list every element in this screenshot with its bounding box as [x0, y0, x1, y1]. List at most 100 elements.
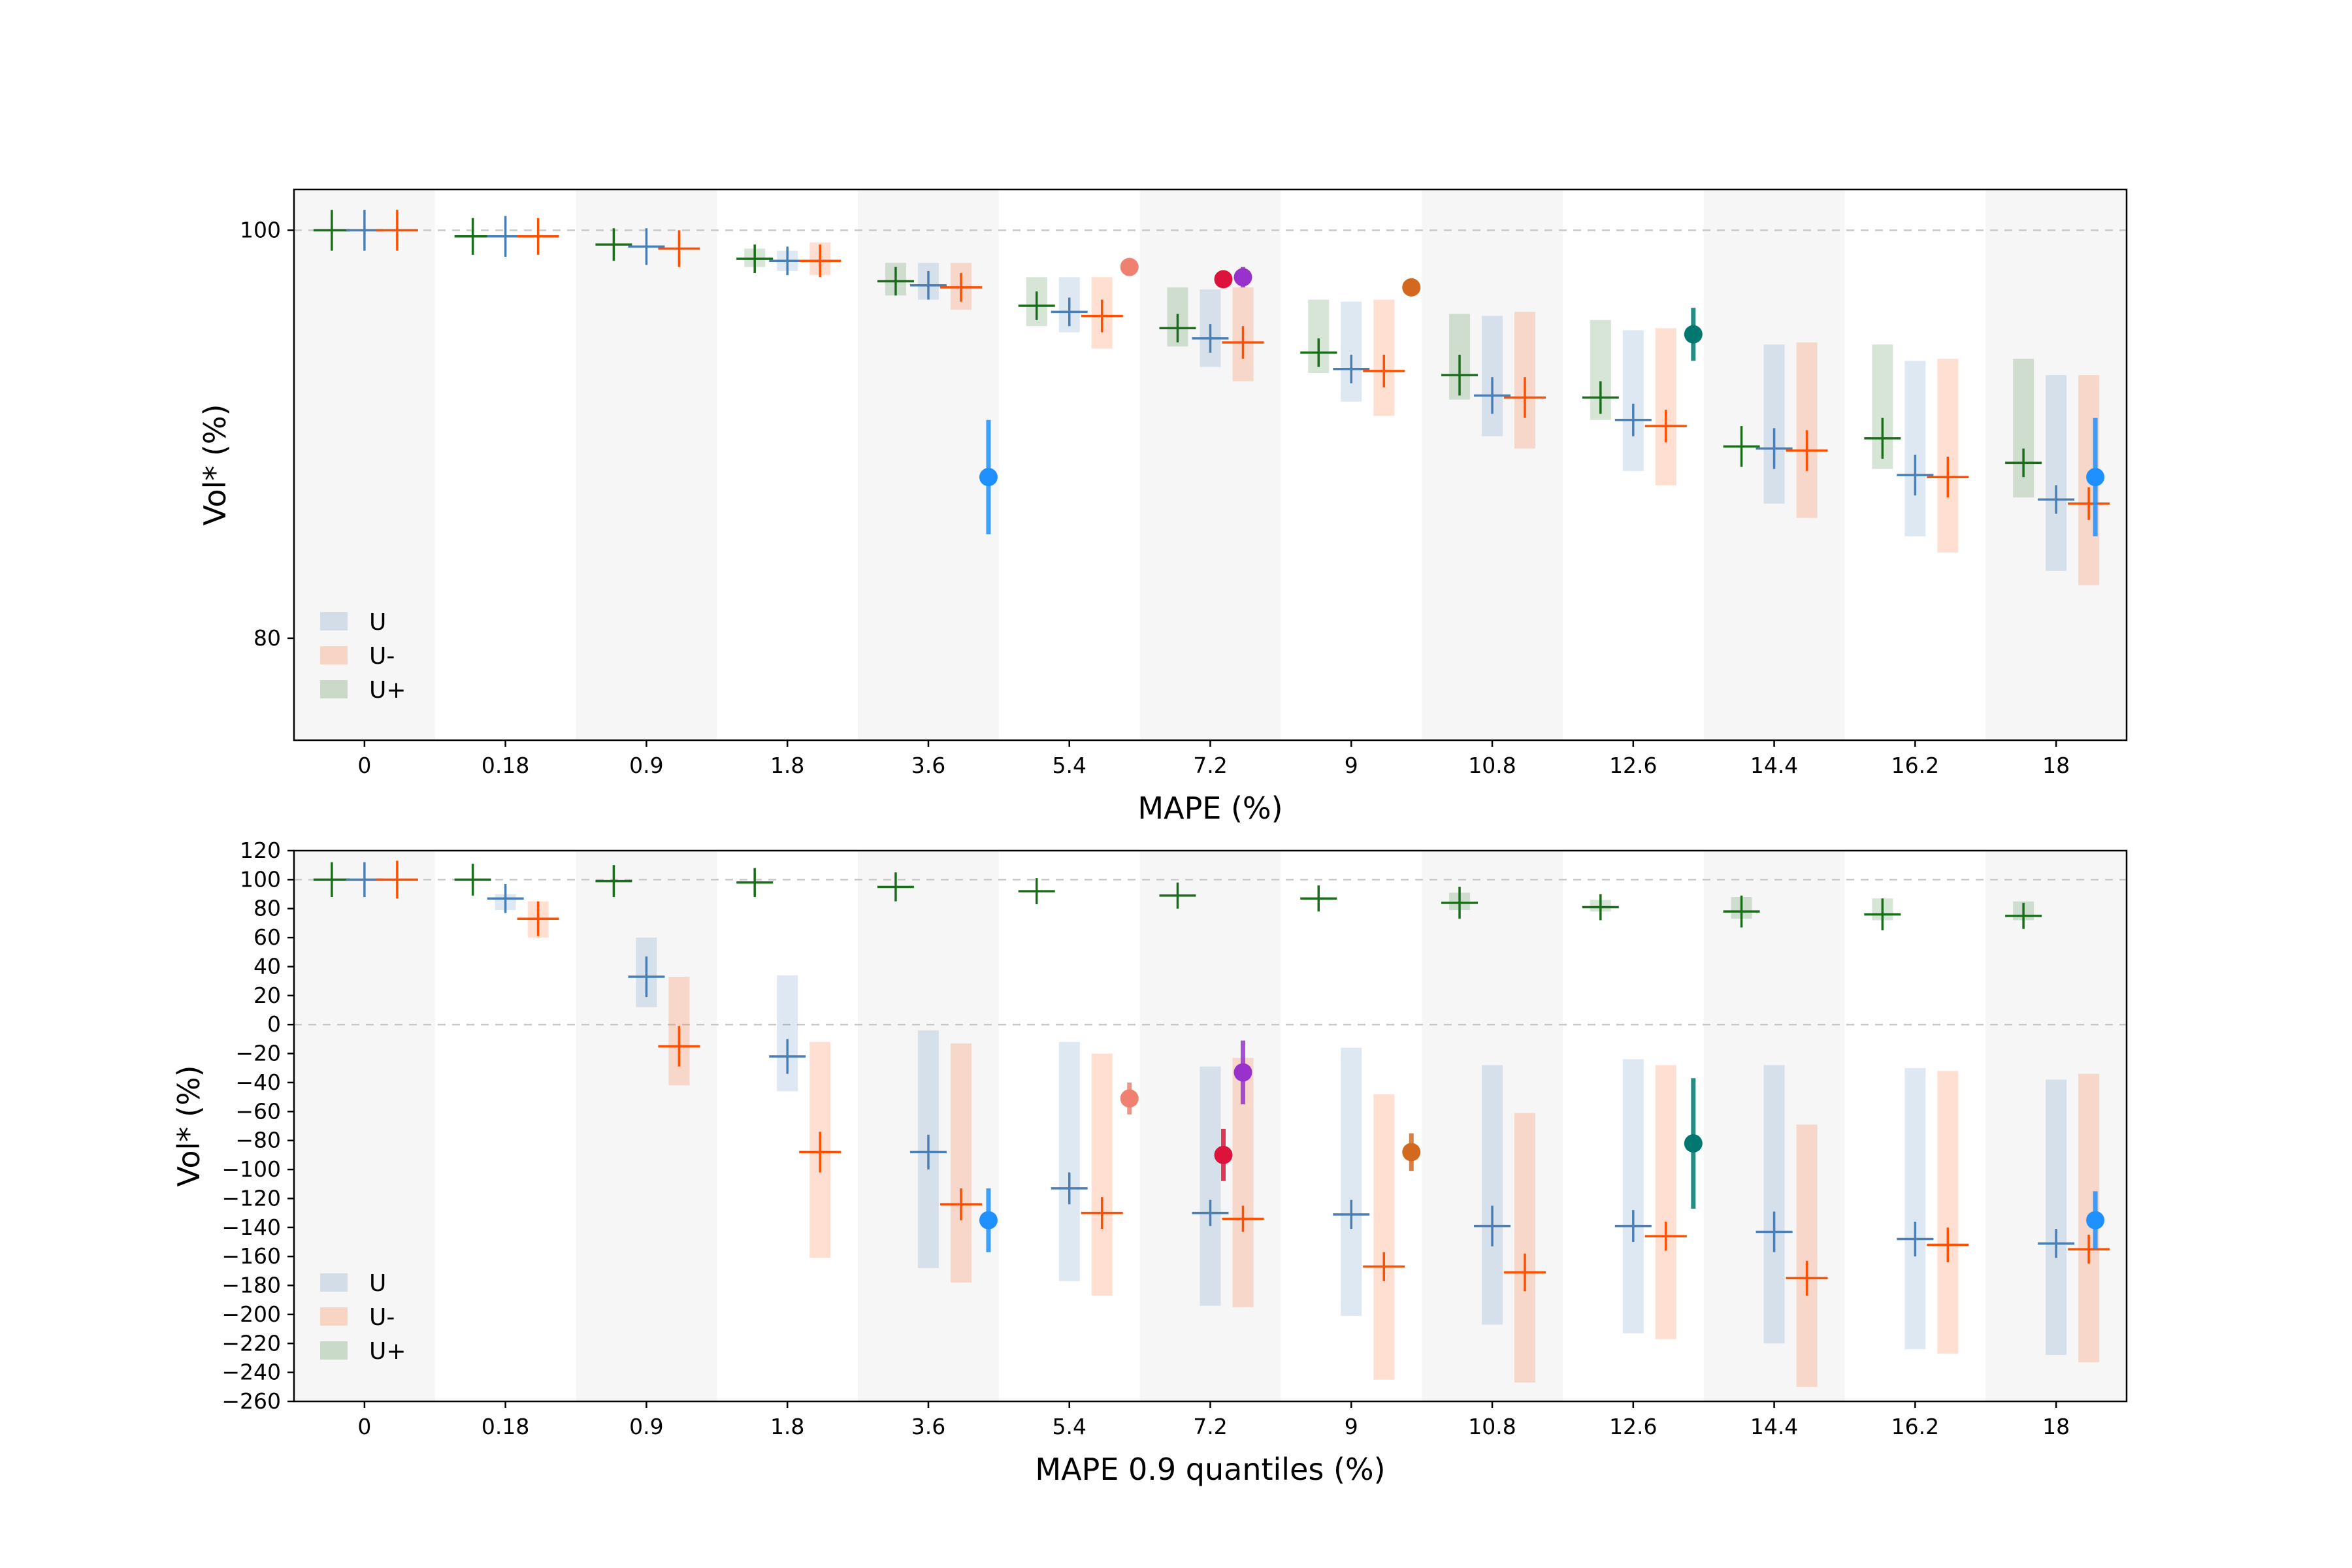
- y-tick-label: 0: [267, 1011, 281, 1037]
- cross-uminus: [1081, 1197, 1123, 1230]
- cross-u: [769, 1039, 806, 1074]
- cross-uminus: [799, 1132, 841, 1173]
- x-axis-label: MAPE (%): [1137, 791, 1282, 826]
- cross-uplus: [2005, 448, 2042, 478]
- y-axis-label: Vol* (%): [171, 1065, 206, 1186]
- x-tick-label: 0: [357, 1414, 371, 1439]
- cross-uplus: [1441, 887, 1478, 919]
- legend-swatch: [320, 1273, 348, 1292]
- marker-point: [1684, 1078, 1703, 1209]
- marker-point: [1214, 1128, 1233, 1181]
- y-tick-label: 60: [253, 924, 281, 950]
- x-tick-label: 12.6: [1609, 753, 1657, 778]
- y-tick-label: −220: [221, 1330, 281, 1356]
- cross-uplus: [1300, 338, 1337, 367]
- marker-point: [2086, 417, 2105, 536]
- marker-point: [1233, 1040, 1252, 1105]
- cross-u: [1192, 324, 1229, 353]
- cross-uminus: [376, 860, 418, 899]
- marker-point: [979, 1188, 998, 1252]
- band-uminus: [1655, 1065, 1676, 1339]
- x-tick-label: 7.2: [1193, 1414, 1227, 1439]
- y-tick-label: −80: [235, 1128, 281, 1153]
- top-panel: 80 100 0 0.18 0.9 1.8 3.6 5.4 7.2 9 10.8 12.6 14.4 16…: [197, 188, 2128, 826]
- y-axis-label: Vol* (%): [197, 404, 233, 525]
- y-tick-label: 20: [253, 983, 281, 1008]
- band-u: [1622, 330, 1644, 471]
- y-tick-label: 120: [240, 838, 281, 863]
- marker-point: [1233, 267, 1252, 287]
- x-tick-label: 0.9: [629, 1414, 663, 1439]
- legend: U U- U+: [320, 1270, 406, 1365]
- legend-label: U-: [369, 643, 395, 670]
- x-tick-label: 5.4: [1052, 753, 1086, 778]
- band-u: [2046, 375, 2067, 571]
- band-uminus: [1514, 1113, 1536, 1383]
- cross-uplus: [1723, 895, 1760, 928]
- shade-column: [576, 189, 717, 740]
- cross-uminus: [1786, 430, 1828, 471]
- legend-label: U-: [369, 1304, 395, 1331]
- y-tick-label: 100: [240, 217, 281, 242]
- y-tick-label: 40: [253, 953, 281, 979]
- x-tick-label: 0: [357, 753, 371, 778]
- x-tick-label: 12.6: [1609, 1414, 1657, 1439]
- cross-uplus: [454, 863, 491, 896]
- cross-uminus: [1927, 457, 1969, 498]
- y-tick-label: −20: [235, 1041, 281, 1066]
- shade-column: [1703, 851, 1845, 1401]
- x-tick-label: 0.9: [629, 753, 663, 778]
- shade-column: [294, 189, 435, 740]
- band-u: [1341, 1047, 1362, 1316]
- cross-uplus: [2005, 902, 2042, 929]
- legend-swatch: [320, 646, 348, 664]
- cross-u: [1614, 403, 1652, 436]
- cross-uplus: [736, 868, 774, 897]
- legend-swatch: [320, 612, 348, 630]
- band-u: [1482, 1065, 1503, 1325]
- cross-uplus: [877, 872, 914, 902]
- cross-uminus: [799, 244, 841, 278]
- cross-u: [628, 228, 665, 265]
- y-tick-label: 100: [240, 866, 281, 892]
- bottom-panel: 120 100 80 60 40 20 0 −20 −40 −60 −80 −100 −120 −140 −…: [171, 838, 2128, 1487]
- cross-uminus: [1504, 377, 1546, 418]
- cross-uplus: [1018, 291, 1055, 320]
- cross-uplus: [1582, 894, 1619, 921]
- x-tick-label: 7.2: [1193, 753, 1227, 778]
- cross-uminus: [658, 1026, 700, 1067]
- shade-column: [1139, 851, 1281, 1401]
- cross-uplus: [736, 244, 774, 274]
- x-tick-label: 0.18: [482, 753, 529, 778]
- y-tick-label: −100: [221, 1156, 281, 1182]
- cross-uminus: [1927, 1227, 1969, 1263]
- shade-column: [858, 851, 999, 1401]
- cross-uplus: [595, 228, 632, 261]
- x-tick-label: 3.6: [911, 753, 945, 778]
- shade-column: [1985, 189, 2127, 740]
- band-uminus: [950, 1043, 972, 1283]
- shade-column: [1139, 189, 1281, 740]
- cross-u: [1474, 1205, 1511, 1247]
- cross-u: [628, 956, 665, 998]
- x-tick-label: 0.18: [482, 1414, 529, 1439]
- cross-u: [909, 1134, 947, 1170]
- legend-label: U: [369, 1270, 386, 1297]
- x-tick-label: 9: [1345, 1414, 1358, 1439]
- band-uminus: [1937, 1071, 1959, 1354]
- x-tick-label: 10.8: [1468, 1414, 1516, 1439]
- band-uminus: [1373, 1094, 1395, 1380]
- y-tick-label: −160: [221, 1243, 281, 1269]
- cross-uplus: [1441, 354, 1478, 396]
- x-tick-label: 5.4: [1052, 1414, 1086, 1439]
- cross-uplus: [877, 267, 914, 296]
- cross-uplus: [1582, 381, 1619, 414]
- band-u: [1058, 1041, 1080, 1281]
- cross-u: [2038, 485, 2075, 514]
- cross-u: [1333, 1200, 1370, 1230]
- cross-uminus: [517, 218, 559, 255]
- y-tick-label: −40: [235, 1070, 281, 1095]
- band-u: [1341, 301, 1362, 402]
- cross-u: [1897, 454, 1934, 496]
- cross-uminus: [1363, 354, 1405, 387]
